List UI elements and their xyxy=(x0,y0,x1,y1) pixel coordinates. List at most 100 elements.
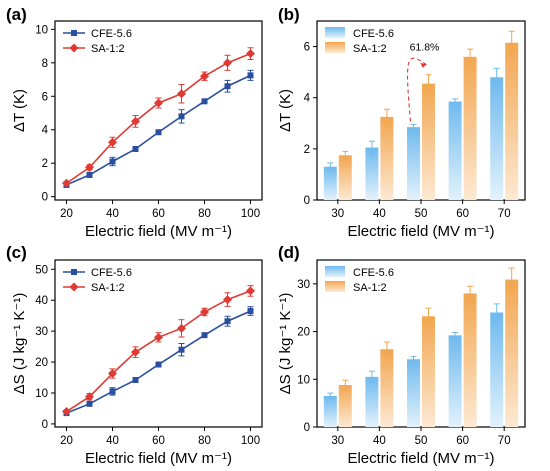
data-point xyxy=(200,71,209,81)
legend-entry: SA-1:2 xyxy=(63,43,125,55)
x-tick-label: 40 xyxy=(106,208,119,220)
legend-entry: SA-1:2 xyxy=(63,282,125,294)
y-axis-label: ΔT (K) xyxy=(11,89,28,132)
series-red xyxy=(62,285,255,417)
legend-entry: SA-1:2 xyxy=(325,281,387,294)
chart-panel-d: 0 10 20 30 30 40 50 60 70 CFE-5.6 SA-1:2 Electric f… xyxy=(277,259,526,467)
data-point xyxy=(155,129,162,136)
data-point xyxy=(108,368,117,378)
data-point xyxy=(109,158,116,165)
legend-entry: CFE-5.6 xyxy=(325,266,394,279)
y-tick-label: 20 xyxy=(35,357,48,369)
data-point xyxy=(200,307,209,317)
data-point xyxy=(154,332,163,342)
x-tick-label: 40 xyxy=(106,435,119,447)
x-tick-label: 40 xyxy=(373,208,386,220)
bar xyxy=(380,116,394,200)
bar xyxy=(505,279,519,427)
x-tick-label: 40 xyxy=(373,435,386,447)
x-tick-label: 30 xyxy=(331,435,344,447)
y-axis-label: ΔT (K) xyxy=(277,89,294,132)
data-point xyxy=(246,286,255,296)
legend-entry: CFE-5.6 xyxy=(325,27,394,40)
legend-swatch xyxy=(325,42,345,53)
data-point xyxy=(178,346,185,353)
y-tick-label: 50 xyxy=(35,264,48,276)
legend-label: CFE-5.6 xyxy=(91,28,132,40)
data-point xyxy=(224,83,231,90)
plot-frame xyxy=(54,20,263,201)
legend-label: CFE-5.6 xyxy=(353,267,394,279)
chart-panel-c: 20 40 60 80 100 0 10 20 30 40 50 CFE-5.6 SA-1:2 Elect… xyxy=(11,259,263,467)
bar xyxy=(407,127,420,200)
y-tick-label: 8 xyxy=(42,58,48,70)
bar xyxy=(448,101,462,200)
panel-label: (b) xyxy=(278,5,300,24)
panel-label: (c) xyxy=(6,243,27,262)
y-tick-label: 0 xyxy=(42,419,48,431)
x-tick-label: 70 xyxy=(498,435,511,447)
legend-label: CFE-5.6 xyxy=(91,267,132,279)
x-tick-label: 20 xyxy=(60,208,73,220)
data-point xyxy=(109,388,116,395)
bar xyxy=(505,42,519,200)
series-line xyxy=(66,52,251,184)
y-tick-label: 10 xyxy=(35,24,48,36)
panel-label: (d) xyxy=(278,243,300,262)
bar xyxy=(338,155,352,200)
bar xyxy=(490,312,504,427)
bar xyxy=(365,376,379,427)
data-point xyxy=(246,49,255,59)
x-axis-label: Electric field (MV m⁻¹) xyxy=(85,450,232,467)
chart-panel-b: 0 2 4 6 30 40 50 60 70 61.8% CFE-5.6 SA-1:2 Electric… xyxy=(277,20,526,240)
series-red xyxy=(62,47,255,188)
data-point xyxy=(201,332,208,339)
y-tick-label: 40 xyxy=(35,295,48,307)
data-point xyxy=(69,43,79,53)
series-line xyxy=(66,290,251,413)
bar xyxy=(448,335,462,427)
y-axis-label: ΔS (J kg⁻¹ K⁻¹) xyxy=(11,293,28,395)
legend-label: SA-1:2 xyxy=(353,43,387,55)
y-tick-label: 0 xyxy=(42,192,48,204)
data-point xyxy=(247,308,254,315)
legend-entry: CFE-5.6 xyxy=(63,267,132,279)
y-tick-label: 4 xyxy=(304,93,311,105)
data-point xyxy=(201,98,208,105)
legend-swatch xyxy=(325,281,345,292)
x-tick-label: 60 xyxy=(456,435,469,447)
x-tick-label: 80 xyxy=(198,208,211,220)
x-tick-label: 80 xyxy=(198,435,211,447)
bar xyxy=(407,359,420,427)
data-point xyxy=(85,162,94,172)
y-tick-label: 10 xyxy=(35,388,48,400)
legend-label: SA-1:2 xyxy=(91,43,125,55)
data-point xyxy=(71,30,77,36)
legend-swatch xyxy=(325,266,345,277)
x-tick-label: 60 xyxy=(152,435,165,447)
y-tick-label: 2 xyxy=(304,144,310,156)
x-tick-label: 30 xyxy=(331,208,344,220)
x-tick-label: 50 xyxy=(415,208,428,220)
bar xyxy=(365,147,379,200)
y-tick-label: 6 xyxy=(42,91,48,103)
data-point xyxy=(178,113,185,120)
legend-entry: CFE-5.6 xyxy=(63,28,132,40)
data-point xyxy=(224,318,231,325)
x-tick-label: 60 xyxy=(152,208,165,220)
y-tick-label: 6 xyxy=(304,42,310,54)
y-tick-label: 2 xyxy=(42,158,48,170)
x-tick-label: 50 xyxy=(415,435,428,447)
x-tick-label: 70 xyxy=(498,208,511,220)
data-point xyxy=(86,400,93,407)
data-point xyxy=(132,376,139,383)
data-point xyxy=(247,72,254,79)
plot-frame xyxy=(54,259,263,428)
data-point xyxy=(223,295,232,305)
data-point xyxy=(85,392,94,402)
x-tick-label: 100 xyxy=(241,208,260,220)
data-point xyxy=(132,145,139,152)
annotation-arrow xyxy=(406,57,427,122)
bar xyxy=(422,83,435,200)
